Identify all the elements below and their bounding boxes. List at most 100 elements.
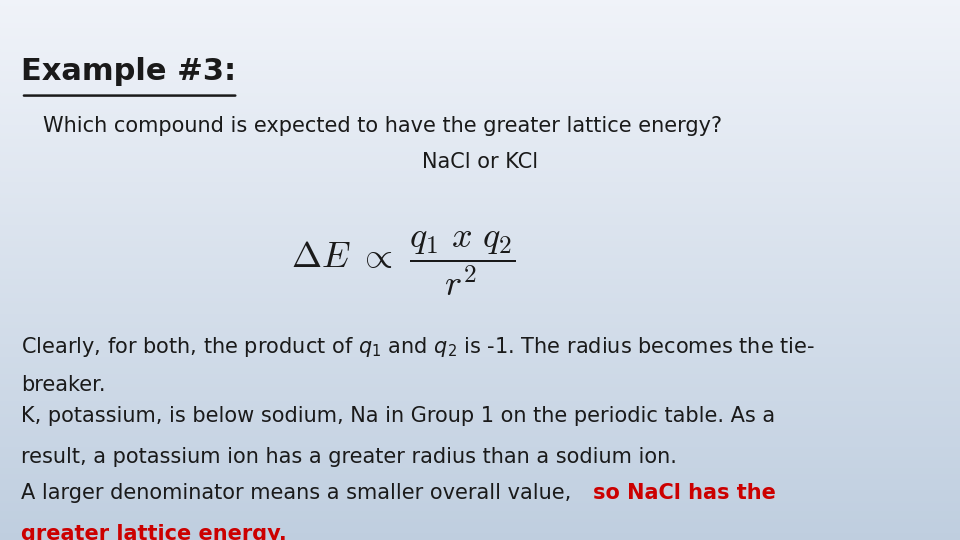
Bar: [0, 424, 960, 427]
Bar: [0, 464, 960, 467]
Bar: [0, 243, 960, 246]
Bar: [0, 8, 960, 11]
Bar: [0, 356, 960, 359]
Bar: [0, 338, 960, 340]
Bar: [0, 378, 960, 381]
Bar: [0, 235, 960, 238]
Bar: [0, 11, 960, 14]
Bar: [0, 251, 960, 254]
Text: so NaCl has the: so NaCl has the: [593, 483, 776, 503]
Bar: [0, 462, 960, 464]
Bar: [0, 0, 960, 3]
Bar: [0, 321, 960, 324]
Bar: [0, 281, 960, 284]
Bar: [0, 340, 960, 343]
Bar: [0, 35, 960, 38]
Bar: [0, 446, 960, 448]
Bar: [0, 348, 960, 351]
Bar: [0, 472, 960, 475]
Bar: [0, 537, 960, 540]
Text: Example #3:: Example #3:: [21, 57, 236, 86]
Bar: [0, 297, 960, 300]
Bar: [0, 467, 960, 470]
Bar: [0, 159, 960, 162]
Bar: [0, 208, 960, 211]
Bar: [0, 397, 960, 400]
Bar: [0, 189, 960, 192]
Bar: [0, 265, 960, 267]
Bar: [0, 30, 960, 32]
Bar: [0, 97, 960, 100]
Bar: [0, 57, 960, 59]
Bar: [0, 286, 960, 289]
Bar: [0, 300, 960, 302]
Bar: [0, 232, 960, 235]
Bar: [0, 127, 960, 130]
Bar: [0, 310, 960, 313]
Bar: [0, 130, 960, 132]
Bar: [0, 273, 960, 275]
Bar: [0, 427, 960, 429]
Bar: [0, 418, 960, 421]
Bar: [0, 408, 960, 410]
Text: breaker.: breaker.: [21, 375, 106, 395]
Bar: [0, 413, 960, 416]
Bar: [0, 381, 960, 383]
Bar: [0, 138, 960, 140]
Bar: [0, 529, 960, 532]
Bar: [0, 143, 960, 146]
Bar: [0, 240, 960, 243]
Bar: [0, 432, 960, 435]
Bar: [0, 59, 960, 62]
Bar: [0, 302, 960, 305]
Bar: [0, 262, 960, 265]
Bar: [0, 289, 960, 292]
Bar: [0, 178, 960, 181]
Bar: [0, 73, 960, 76]
Bar: [0, 521, 960, 524]
Bar: [0, 508, 960, 510]
Bar: [0, 113, 960, 116]
Bar: [0, 294, 960, 297]
Bar: [0, 19, 960, 22]
Bar: [0, 84, 960, 86]
Bar: [0, 373, 960, 375]
Bar: [0, 238, 960, 240]
Bar: [0, 456, 960, 459]
Bar: [0, 284, 960, 286]
Bar: [0, 327, 960, 329]
Bar: [0, 154, 960, 157]
Text: K, potassium, is below sodium, Na in Group 1 on the periodic table. As a: K, potassium, is below sodium, Na in Gro…: [21, 406, 776, 426]
Text: result, a potassium ion has a greater radius than a sodium ion.: result, a potassium ion has a greater ra…: [21, 447, 677, 467]
Bar: [0, 524, 960, 526]
Bar: [0, 362, 960, 364]
Bar: [0, 354, 960, 356]
Bar: [0, 475, 960, 478]
Bar: [0, 184, 960, 186]
Bar: [0, 213, 960, 216]
Bar: [0, 14, 960, 16]
Bar: [0, 49, 960, 51]
Bar: [0, 119, 960, 122]
Bar: [0, 440, 960, 443]
Bar: [0, 167, 960, 170]
Bar: [0, 383, 960, 386]
Bar: [0, 54, 960, 57]
Bar: [0, 140, 960, 143]
Bar: [0, 278, 960, 281]
Bar: [0, 313, 960, 316]
Bar: [0, 221, 960, 224]
Bar: [0, 116, 960, 119]
Bar: [0, 491, 960, 494]
Bar: [0, 405, 960, 408]
Bar: [0, 494, 960, 497]
Bar: [0, 124, 960, 127]
Bar: [0, 227, 960, 229]
Bar: [0, 394, 960, 397]
Bar: [0, 173, 960, 176]
Bar: [0, 81, 960, 84]
Bar: [0, 386, 960, 389]
Bar: [0, 370, 960, 373]
Bar: [0, 186, 960, 189]
Bar: [0, 16, 960, 19]
